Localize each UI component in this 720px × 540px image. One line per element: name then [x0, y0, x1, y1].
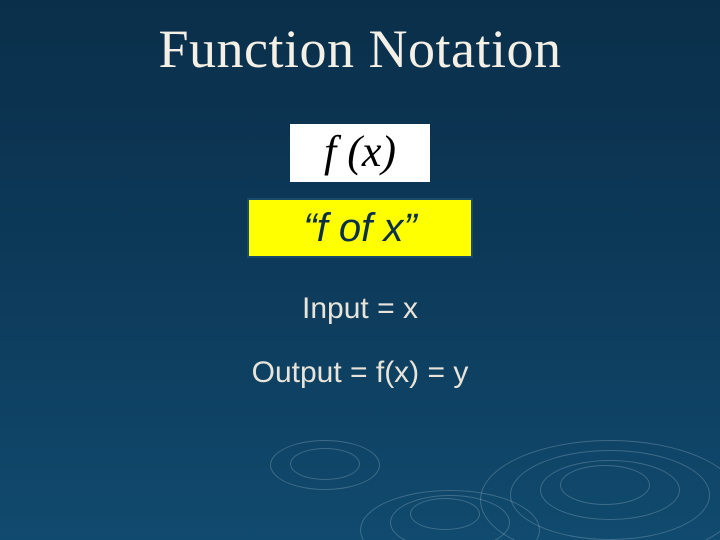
formula-text: f (x)	[324, 126, 396, 177]
fofx-highlight: “f of x”	[247, 198, 473, 258]
formula-box: f (x)	[290, 124, 430, 182]
ripple-decoration	[410, 498, 480, 530]
slide-title: Function Notation	[0, 0, 720, 80]
input-line: Input = x	[0, 292, 720, 326]
ripple-decoration	[540, 460, 680, 520]
fofx-text: “f of x”	[303, 206, 416, 251]
ripple-decoration	[360, 490, 540, 540]
output-line: Output = f(x) = y	[0, 356, 720, 390]
ripple-decoration	[270, 440, 380, 490]
ripple-decoration	[480, 440, 720, 540]
ripple-decoration	[510, 450, 710, 540]
ripple-decoration	[390, 495, 510, 540]
ripple-decoration	[560, 465, 650, 505]
slide: Function Notation f (x) “f of x” Input =…	[0, 0, 720, 540]
ripple-decoration	[290, 448, 360, 480]
